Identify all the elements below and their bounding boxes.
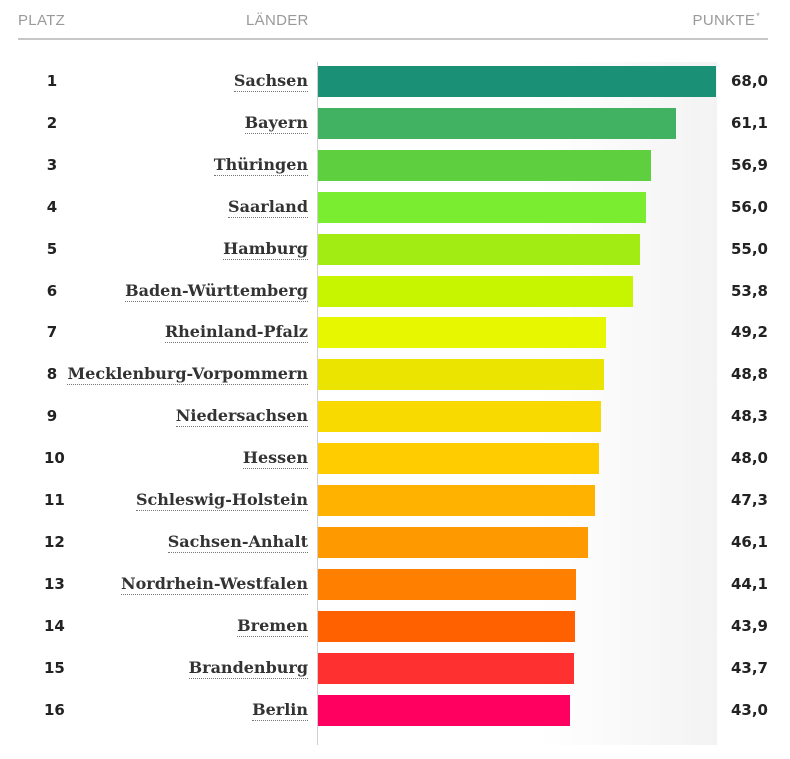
- rank-label: 7: [46, 323, 58, 342]
- rank-label: 16: [44, 700, 65, 719]
- rank-label: 2: [46, 113, 58, 132]
- country-link[interactable]: Hamburg: [223, 238, 308, 260]
- country-link[interactable]: Saarland: [228, 196, 308, 218]
- value-label: 68,0: [730, 72, 768, 90]
- bar: [318, 610, 575, 642]
- rank-label: 11: [44, 491, 65, 509]
- bar: [318, 652, 574, 684]
- value-label: 49,2: [730, 323, 768, 342]
- rank-label: 14: [44, 616, 65, 635]
- value-label: 44,1: [730, 574, 768, 593]
- bar: [318, 443, 599, 475]
- bar: [318, 107, 676, 139]
- value-label: 46,1: [730, 532, 768, 551]
- bar: [318, 359, 604, 391]
- bar: [318, 568, 577, 600]
- bar: [318, 191, 646, 223]
- country-link[interactable]: Schleswig-Holstein: [135, 490, 308, 511]
- rank-label: 1: [46, 72, 58, 90]
- country-link[interactable]: Thüringen: [213, 154, 308, 176]
- bar-axis-line: [317, 62, 318, 745]
- table-row: 13 Nordrhein-Westfalen 44,1: [0, 564, 790, 606]
- value-label: 56,9: [730, 155, 768, 174]
- bar: [318, 694, 570, 726]
- table-row: 4 Saarland 56,0: [0, 187, 790, 229]
- table-row: 2 Bayern 61,1: [0, 103, 790, 145]
- bar: [318, 526, 588, 558]
- value-label: 48,3: [730, 407, 768, 426]
- table-row: 16 Berlin 43,0: [0, 690, 790, 732]
- country-link[interactable]: Berlin: [252, 699, 308, 721]
- rank-label: 13: [44, 574, 65, 593]
- table-row: 8 Mecklenburg-Vorpommern 48,8: [0, 354, 790, 396]
- value-label: 53,8: [730, 281, 768, 300]
- value-label: 43,0: [730, 700, 768, 719]
- bar: [318, 275, 633, 307]
- table-row: 12 Sachsen-Anhalt 46,1: [0, 522, 790, 564]
- header-divider: [18, 38, 768, 40]
- country-link[interactable]: Nordrhein-Westfalen: [120, 573, 308, 595]
- country-link[interactable]: Hessen: [242, 448, 308, 470]
- bar: [318, 149, 651, 181]
- country-link[interactable]: Bremen: [237, 615, 308, 637]
- rank-label: 6: [46, 281, 58, 300]
- bar: [318, 485, 595, 516]
- country-link[interactable]: Baden-Württemberg: [125, 280, 308, 302]
- table-row: 1 Sachsen 68,0: [0, 61, 790, 103]
- header-country: LÄNDER: [246, 12, 309, 29]
- country-link[interactable]: Sachsen-Anhalt: [167, 531, 308, 553]
- table-row: 7 Rheinland-Pfalz 49,2: [0, 312, 790, 354]
- table-row: 9 Niedersachsen 48,3: [0, 396, 790, 438]
- rank-label: 10: [44, 449, 65, 468]
- value-label: 56,0: [730, 197, 768, 216]
- country-link[interactable]: Bayern: [244, 112, 308, 134]
- value-label: 43,9: [730, 616, 768, 635]
- rank-label: 4: [46, 197, 58, 216]
- country-link[interactable]: Brandenburg: [188, 657, 308, 679]
- value-label: 48,8: [730, 365, 768, 384]
- rank-label: 15: [44, 658, 65, 677]
- country-link[interactable]: Niedersachsen: [175, 406, 308, 428]
- rank-label: 9: [46, 407, 58, 426]
- value-label: 48,0: [730, 449, 768, 468]
- bar: [318, 401, 601, 433]
- header-rank: PLATZ: [18, 12, 66, 29]
- bar: [318, 66, 716, 97]
- value-label: 61,1: [730, 113, 768, 132]
- table-row: 15 Brandenburg 43,7: [0, 648, 790, 690]
- bar: [318, 317, 606, 349]
- value-label: 47,3: [730, 491, 768, 509]
- table-row: 5 Hamburg 55,0: [0, 229, 790, 271]
- rank-label: 8: [46, 365, 58, 384]
- table-row: 14 Bremen 43,9: [0, 606, 790, 648]
- table-row: 6 Baden-Württemberg 53,8: [0, 271, 790, 313]
- country-link[interactable]: Sachsen: [233, 71, 308, 92]
- rank-label: 5: [46, 239, 58, 258]
- value-label: 55,0: [730, 239, 768, 258]
- rank-label: 12: [44, 532, 65, 551]
- country-link[interactable]: Rheinland-Pfalz: [164, 322, 308, 344]
- country-link[interactable]: Mecklenburg-Vorpommern: [67, 364, 308, 386]
- header-points: PUNKTE*: [692, 11, 760, 29]
- header-points-label: PUNKTE: [692, 12, 756, 29]
- header-points-footnote-mark: *: [756, 11, 760, 21]
- table-row: 3 Thüringen 56,9: [0, 145, 790, 187]
- table-row: 10 Hessen 48,0: [0, 438, 790, 480]
- value-label: 43,7: [730, 658, 768, 677]
- rank-label: 3: [46, 155, 58, 174]
- bar: [318, 233, 640, 265]
- table-row: 11 Schleswig-Holstein 47,3: [0, 480, 790, 522]
